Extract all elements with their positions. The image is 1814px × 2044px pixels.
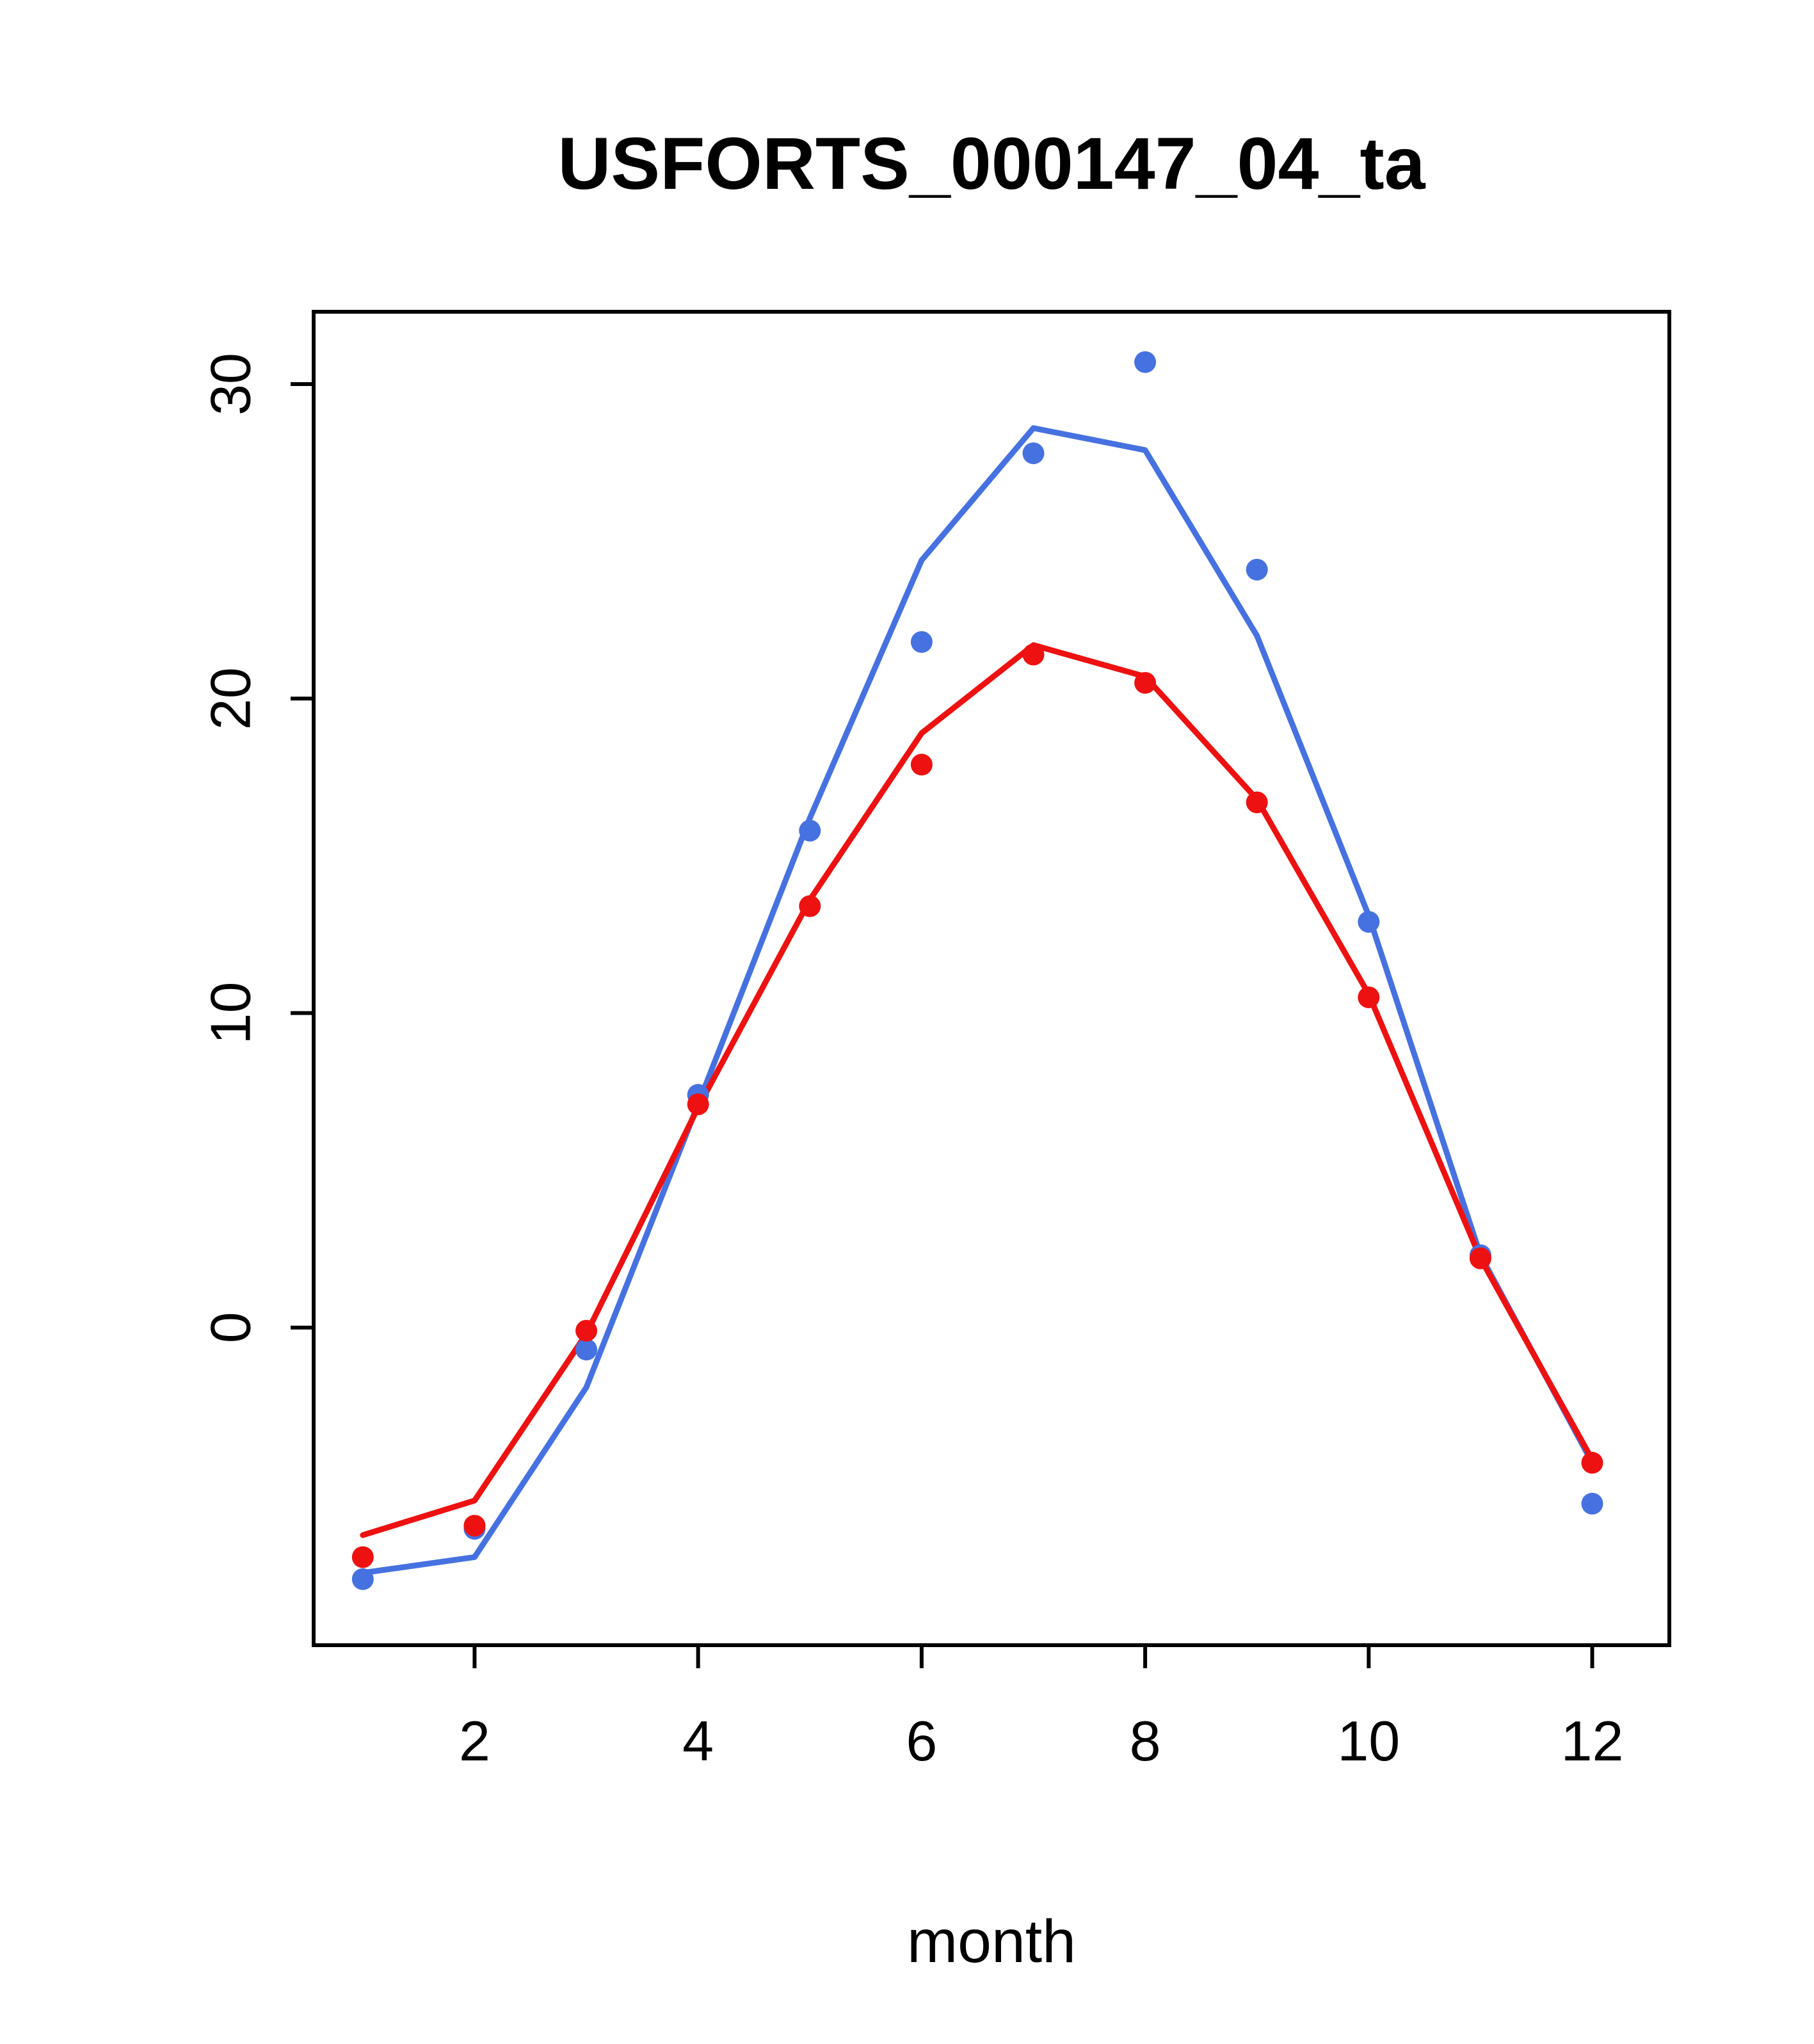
x-axis-label: month [907,1908,1076,1976]
series-red-observed-points-point [463,1515,486,1537]
series-blue-observed-points-point [351,1568,374,1590]
series-red-observed-points-point [1469,1247,1491,1269]
x-tick-label: 2 [459,1709,490,1773]
series-red-observed-points-point [1358,986,1380,1008]
series-blue-observed-points-point [1134,351,1157,373]
chart-title: USFORTS_000147_04_ta [558,123,1425,205]
series-blue-model-line [360,425,1596,1576]
series-blue-observed-points-point [1022,442,1045,465]
y-tick-label: 0 [199,1312,262,1343]
series-blue-observed-points-point [1246,558,1268,581]
plot-box [312,310,1671,1647]
x-tick-label: 12 [1561,1709,1624,1773]
series-blue-observed-points-point [1358,911,1380,933]
series-red-observed-points-point [575,1319,598,1342]
series-red-model-line [360,642,1596,1538]
y-tick-label: 20 [199,667,262,730]
series-red-observed-points-point [910,753,933,776]
y-tick-label: 30 [199,353,262,415]
series-red-observed-points-point [687,1093,709,1116]
y-tick-label: 10 [199,982,262,1045]
series-red-observed-points-point [1246,791,1268,814]
chart-content: 0 10 20 30 2 4 6 8 10 12 [199,310,1671,1773]
series-blue-observed-points-point [799,819,821,842]
series-red-observed-points-point [351,1546,374,1568]
x-tick-label: 10 [1337,1709,1400,1773]
series-red-observed-points-point [1022,643,1045,666]
series-red-observed-points-point [1581,1452,1603,1474]
series-blue-observed-points-point [1581,1492,1603,1515]
series-blue-observed-points-point [910,631,933,653]
x-tick-label: 4 [682,1709,714,1773]
series-red-observed-points-point [799,895,821,917]
x-tick-label: 6 [906,1709,937,1773]
series-red-observed-points-point [1134,672,1157,694]
x-tick-label: 8 [1130,1709,1161,1773]
series-blue-observed-points-point [575,1339,598,1361]
